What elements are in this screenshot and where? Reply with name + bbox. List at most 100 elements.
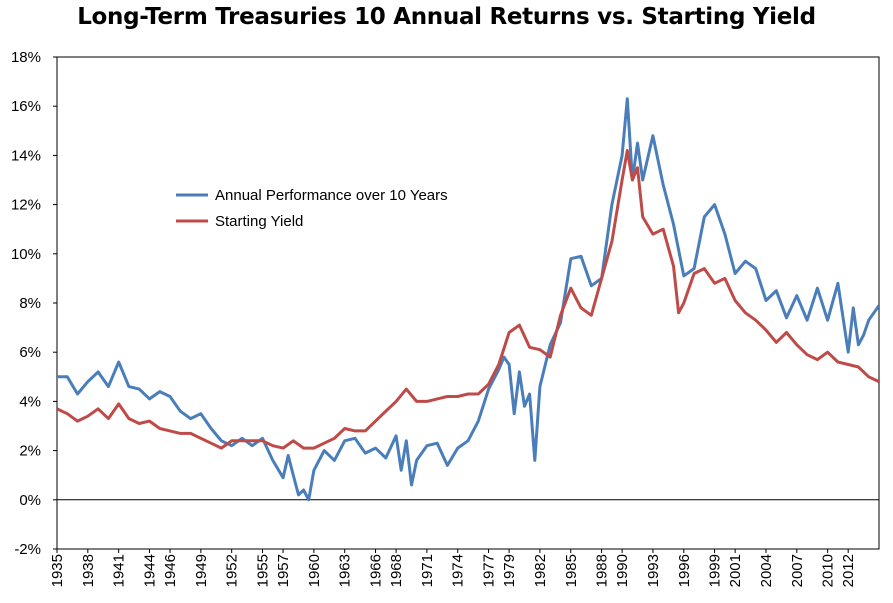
starting-yield-point: [847, 363, 850, 366]
annual-performance-point: [734, 272, 737, 275]
starting-yield-point: [580, 306, 583, 309]
annual-performance-point: [220, 439, 223, 442]
annual-performance-point: [513, 412, 516, 415]
starting-yield-point: [86, 415, 89, 418]
starting-yield-point: [836, 361, 839, 364]
annual-performance-point: [374, 447, 377, 450]
starting-yield-point: [518, 324, 521, 327]
x-tick-label: 1938: [80, 554, 97, 587]
starting-yield-point: [395, 400, 398, 403]
annual-performance-point: [354, 437, 357, 440]
x-tick-label: 1988: [594, 554, 611, 587]
x-tick-label: 1977: [481, 554, 498, 587]
annual-performance-point: [857, 343, 860, 346]
starting-yield-point: [641, 215, 644, 218]
starting-yield-point: [528, 346, 531, 349]
starting-yield-point: [559, 314, 562, 317]
annual-performance-point: [662, 183, 665, 186]
annual-performance-point: [538, 385, 541, 388]
annual-performance-point: [672, 223, 675, 226]
starting-yield-point: [364, 429, 367, 432]
axes-layer: -2% 0% 2% 4% 6% 8% 10% 12% 14% 16% 18% 1935 1938 1941…: [11, 49, 880, 587]
annual-performance-point: [651, 134, 654, 137]
starting-yield-point: [220, 447, 223, 450]
starting-yield-point: [56, 407, 59, 410]
annual-performance-point: [405, 439, 408, 442]
starting-yield-point: [600, 277, 603, 280]
starting-yield-point: [425, 400, 428, 403]
annual-performance-point: [307, 498, 310, 501]
starting-yield-point: [693, 272, 696, 275]
starting-yield-point: [569, 287, 572, 290]
annual-performance-point: [744, 260, 747, 263]
annual-performance-point: [626, 97, 629, 100]
annual-performance-point: [754, 267, 757, 270]
starting-yield-point: [158, 427, 161, 430]
annual-performance-point: [292, 474, 295, 477]
x-tick-label: 1935: [49, 554, 66, 587]
starting-yield-point: [312, 447, 315, 450]
annual-performance-point: [508, 363, 511, 366]
annual-performance-point: [682, 274, 685, 277]
x-tick-label: 2010: [820, 554, 837, 587]
starting-yield-point: [374, 420, 377, 423]
starting-yield-point: [179, 432, 182, 435]
x-tick-label: 1960: [306, 554, 323, 587]
starting-yield-point: [251, 439, 254, 442]
annual-performance-point: [826, 319, 829, 322]
annual-performance-point: [343, 439, 346, 442]
starting-yield-point: [538, 348, 541, 351]
starting-yield-point: [867, 375, 870, 378]
annual-performance-point: [549, 343, 552, 346]
annual-performance-point: [169, 395, 172, 398]
x-tick-label: 1955: [255, 554, 272, 587]
annual-performance-point: [364, 452, 367, 455]
annual-performance-point: [610, 203, 613, 206]
starting-yield-point: [626, 149, 629, 152]
annual-performance-point: [395, 434, 398, 437]
starting-yield-point: [138, 422, 141, 425]
starting-yield-point: [323, 442, 326, 445]
starting-yield-point: [549, 356, 552, 359]
annual-performance-point: [282, 476, 285, 479]
starting-yield-point: [878, 380, 881, 383]
annual-performance-point: [816, 287, 819, 290]
annual-performance-point: [636, 142, 639, 145]
x-tick-label: 1982: [532, 554, 549, 587]
starting-yield-point: [127, 417, 130, 420]
starting-yield-point: [590, 314, 593, 317]
starting-yield-point: [734, 299, 737, 302]
annual-performance-point: [580, 255, 583, 258]
starting-yield-point: [384, 410, 387, 413]
annual-performance-point: [66, 375, 69, 378]
x-tick-label: 1999: [707, 554, 724, 587]
starting-yield-point: [271, 444, 274, 447]
y-tick-label: 4%: [19, 393, 41, 410]
starting-yield-point: [662, 228, 665, 231]
x-tick-label: 1985: [563, 554, 580, 587]
annual-performance-point: [487, 388, 490, 391]
starting-yield-point: [713, 282, 716, 285]
starting-yield-point: [677, 311, 680, 314]
starting-yield-point: [672, 265, 675, 268]
annual-performance-point: [97, 370, 100, 373]
annual-performance-point: [117, 361, 120, 364]
annual-performance-point: [230, 444, 233, 447]
series-annual-performance: [57, 97, 879, 502]
annual-performance-point: [467, 439, 470, 442]
annual-performance-point: [415, 459, 418, 462]
annual-performance-point: [138, 388, 141, 391]
starting-yield-point: [230, 439, 233, 442]
starting-yield-point: [415, 400, 418, 403]
annual-performance-point: [477, 420, 480, 423]
starting-yield-point: [610, 240, 613, 243]
annual-performance-point: [852, 306, 855, 309]
starting-yield-point: [723, 277, 726, 280]
annual-performance-point: [107, 385, 110, 388]
annual-performance-point: [76, 393, 79, 396]
starting-yield-point: [703, 267, 706, 270]
starting-yield-point: [775, 341, 778, 344]
x-tick-label: 1941: [111, 554, 128, 587]
starting-yield-point: [467, 393, 470, 396]
annual-performance-point: [148, 397, 151, 400]
